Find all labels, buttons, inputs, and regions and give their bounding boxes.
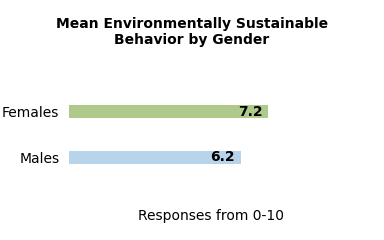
Text: 6.2: 6.2 (210, 150, 235, 164)
Text: Mean Environmentally Sustainable
Behavior by Gender: Mean Environmentally Sustainable Behavio… (56, 17, 328, 47)
Text: 7.2: 7.2 (238, 105, 263, 119)
Bar (69, 105, 268, 118)
Bar (69, 151, 240, 164)
Text: Responses from 0-10: Responses from 0-10 (138, 209, 284, 223)
